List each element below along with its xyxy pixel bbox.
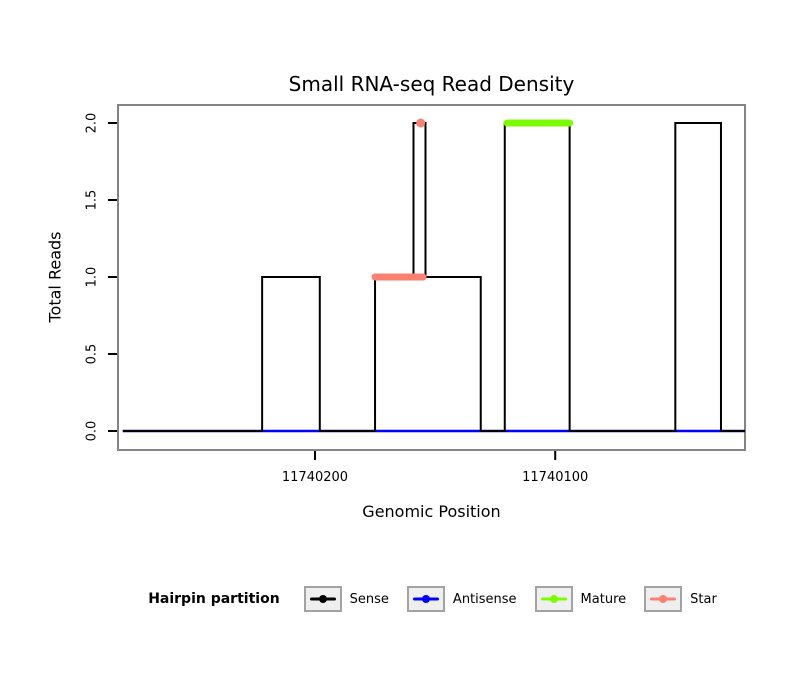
x-axis-label: Genomic Position	[362, 502, 501, 521]
series-star	[371, 118, 427, 281]
legend-title: Hairpin partition	[148, 591, 280, 607]
plot-panel-border	[117, 104, 746, 451]
legend-label-antisense: Antisense	[452, 591, 517, 607]
x-tick-label: 11740200	[282, 470, 348, 485]
y-axis-label: Total Reads	[45, 231, 65, 323]
x-axis-ticks: 11740200 11740100	[282, 451, 588, 485]
antisense-point-icon	[421, 595, 430, 603]
legend-label-star: Star	[690, 591, 717, 607]
y-tick-label: 0.0	[85, 421, 100, 442]
sense-point-icon	[318, 595, 327, 603]
x-tick-label: 11740100	[522, 470, 588, 485]
legend-label-mature: Mature	[580, 591, 627, 607]
y-tick-label: 1.5	[85, 190, 100, 211]
y-tick-label: 1.0	[85, 267, 100, 288]
series-sense	[122, 122, 745, 432]
chart-title: Small RNA-seq Read Density	[288, 72, 575, 96]
y-axis-ticks: 0.0 0.5 1.0 1.5 2.0	[85, 113, 117, 442]
legend-entry-star: Star	[644, 586, 717, 612]
y-tick-label: 0.5	[85, 344, 100, 365]
legend-label-sense: Sense	[349, 591, 389, 607]
series-star-point	[416, 118, 426, 128]
mature-point-icon	[549, 595, 558, 603]
legend: Hairpin partition Sense Antisense Mature	[0, 583, 810, 615]
legend-key-mature	[534, 586, 573, 612]
legend-key-star	[644, 586, 683, 612]
legend-entry-sense: Sense	[303, 586, 389, 612]
legend-entry-mature: Mature	[534, 586, 627, 612]
legend-entry-antisense: Antisense	[406, 586, 517, 612]
star-point-icon	[659, 595, 668, 603]
y-tick-label: 2.0	[85, 113, 100, 134]
legend-key-antisense	[406, 586, 445, 612]
legend-key-sense	[303, 586, 342, 612]
series-sense-line	[122, 122, 745, 432]
